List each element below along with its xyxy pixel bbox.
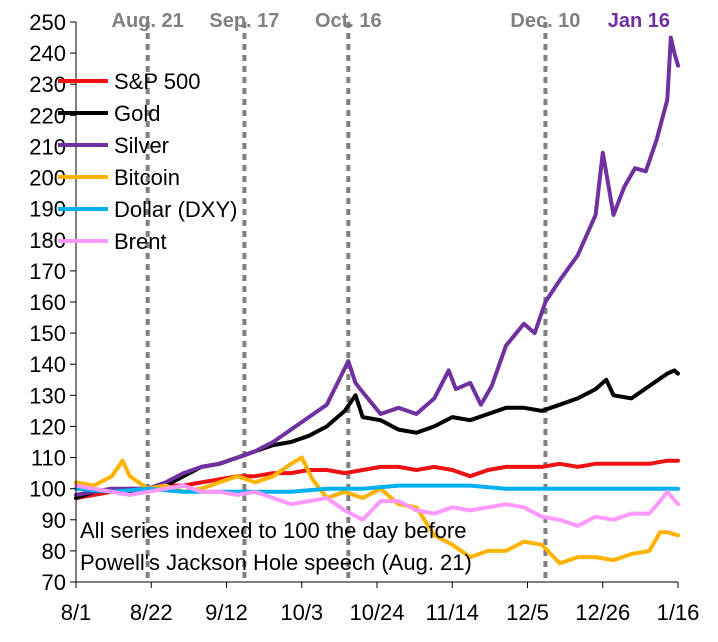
x-tick-label: 11/14 (426, 600, 479, 625)
event-lines: Aug. 21 Sep. 17 Oct. 16 Dec. 10 Jan 16 (112, 10, 670, 582)
x-tick-label: 1/16 (657, 600, 700, 625)
series-line (74, 368, 680, 500)
series-line (74, 35, 680, 497)
annotation-text: All series indexed to 100 the day before (80, 518, 466, 543)
y-tick-label: 80 (42, 539, 66, 564)
y-tick-label: 160 (29, 290, 66, 315)
event-label: Aug. 21 (112, 10, 184, 32)
series-lines (74, 35, 680, 566)
y-tick-label: 230 (29, 72, 66, 97)
legend-label: Bitcoin (114, 165, 180, 190)
y-tick-label: 250 (29, 10, 66, 35)
event-label: Sep. 17 (209, 10, 279, 32)
y-tick-label: 240 (29, 41, 66, 66)
x-tick-label: 8/1 (61, 600, 92, 625)
axes: 7080901001101201301401501601701801902002… (29, 10, 699, 625)
series-line (74, 483, 680, 528)
y-tick-label: 130 (29, 383, 66, 408)
annotation-note: All series indexed to 100 the day before… (80, 518, 472, 575)
y-tick-label: 120 (29, 414, 66, 439)
y-tick-label: 90 (42, 508, 66, 533)
x-tick-label: 12/5 (506, 600, 549, 625)
x-tick-label: 12/26 (575, 600, 630, 625)
y-tick-label: 150 (29, 321, 66, 346)
legend-label: Gold (114, 101, 160, 126)
y-tick-label: 70 (42, 570, 66, 595)
y-tick-label: 220 (29, 103, 66, 128)
legend-label: Brent (114, 229, 167, 254)
y-tick-label: 100 (29, 477, 66, 502)
event-label: Dec. 10 (510, 10, 580, 32)
x-tick-label: 8/22 (130, 600, 173, 625)
y-tick-label: 170 (29, 259, 66, 284)
y-tick-label: 110 (31, 446, 66, 471)
y-tick-label: 140 (29, 352, 66, 377)
legend-label: S&P 500 (114, 69, 200, 94)
legend: S&P 500 Gold Silver Bitcoin Dollar (DXY) Bren… (58, 69, 237, 254)
legend-label: Dollar (DXY) (114, 197, 237, 222)
event-label: Jan 16 (608, 10, 670, 32)
annotation-text: Powell's Jackson Hole speech (Aug. 21) (80, 550, 472, 575)
legend-label: Silver (114, 133, 169, 158)
series-line (74, 483, 680, 494)
x-tick-label: 9/12 (205, 600, 248, 625)
event-label: Oct. 16 (315, 10, 382, 32)
x-tick-label: 10/3 (280, 600, 323, 625)
x-tick-label: 10/24 (349, 600, 404, 625)
